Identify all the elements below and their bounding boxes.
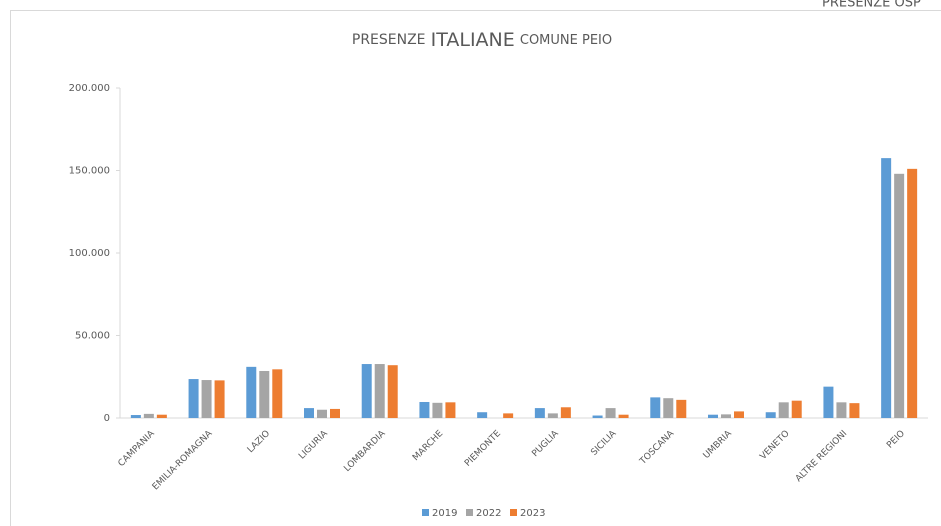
bar — [374, 364, 385, 418]
x-tick-label: CAMPANIA — [117, 428, 158, 469]
legend-label: 2023 — [520, 508, 545, 519]
legend-swatch — [422, 509, 429, 516]
bar — [663, 398, 674, 418]
x-tick-label: MARCHE — [411, 429, 445, 463]
y-tick-label: 200.000 — [69, 83, 110, 94]
bar — [823, 386, 834, 418]
bar — [836, 402, 847, 418]
bar — [445, 402, 456, 418]
bar — [708, 414, 718, 418]
x-tick-label: PUGLIA — [530, 428, 561, 459]
bar — [881, 158, 892, 418]
bar — [272, 369, 283, 418]
bar — [130, 415, 141, 418]
bar — [849, 403, 860, 418]
bar — [618, 414, 629, 418]
bar — [387, 365, 398, 418]
bar — [778, 402, 789, 418]
bar — [361, 364, 372, 418]
bar — [419, 401, 430, 418]
bar — [330, 408, 340, 418]
y-tick-label: 0 — [104, 413, 110, 424]
bar — [214, 380, 225, 418]
bar — [188, 379, 199, 418]
bar — [791, 400, 802, 418]
legend-label: 2019 — [432, 508, 457, 519]
bar — [259, 370, 270, 418]
y-tick-label: 50.000 — [75, 331, 110, 342]
bar — [734, 411, 744, 418]
bar — [432, 402, 443, 418]
bar — [143, 413, 154, 418]
bar — [503, 413, 514, 418]
bar — [317, 409, 327, 418]
bar — [592, 415, 603, 418]
bar — [560, 407, 571, 418]
x-tick-label: UMBRIA — [702, 428, 735, 461]
legend-swatch — [510, 509, 517, 516]
x-tick-label: LIGURIA — [297, 428, 330, 461]
bar — [676, 399, 687, 418]
x-tick-label: VENETO — [758, 429, 791, 462]
bar — [304, 408, 314, 418]
title-part: PRESENZE — [352, 32, 426, 48]
bar — [650, 397, 661, 418]
title-part: ITALIANE — [431, 29, 515, 51]
x-tick-label: EMILIA-ROMAGNA — [151, 428, 215, 492]
chart-title: PRESENZE ITALIANE COMUNE PEIO — [352, 29, 612, 51]
title-part: COMUNE PEIO — [520, 33, 612, 48]
bar — [605, 408, 616, 418]
bar — [547, 413, 558, 418]
bar — [156, 414, 167, 418]
x-tick-label: PIEMONTE — [463, 429, 503, 469]
bar — [894, 173, 905, 418]
x-tick-label: TOSCANA — [638, 428, 677, 467]
bar — [721, 414, 731, 418]
y-tick-label: 150.000 — [69, 166, 110, 177]
x-tick-label: SICILIA — [589, 428, 619, 458]
y-tick-label: 100.000 — [69, 248, 110, 259]
x-tick-label: LAZIO — [246, 429, 272, 455]
bar — [201, 380, 212, 418]
bar — [477, 412, 488, 418]
chart-frame — [10, 10, 941, 526]
legend-swatch — [466, 509, 473, 516]
bar — [534, 408, 545, 418]
bar — [907, 168, 918, 418]
bar — [246, 366, 257, 418]
x-tick-label: PEIO — [885, 429, 907, 451]
corner-text: PRESENZE OSP — [822, 0, 921, 11]
x-tick-label: LOMBARDIA — [342, 428, 388, 474]
x-tick-label: ALTRE REGIONI — [794, 429, 849, 484]
bar — [765, 412, 776, 418]
legend-label: 2022 — [476, 508, 501, 519]
